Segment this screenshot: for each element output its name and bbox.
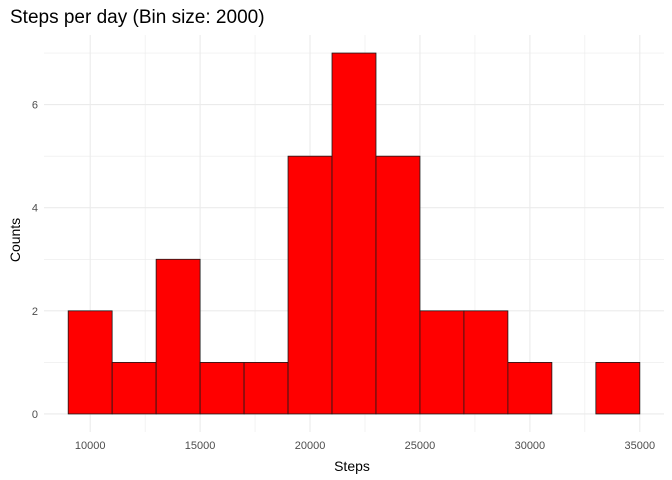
y-tick-label: 4 bbox=[32, 203, 38, 215]
histogram-bar bbox=[111, 361, 157, 415]
histogram-bar bbox=[199, 361, 245, 415]
histogram-bar bbox=[67, 310, 113, 415]
histogram-bar bbox=[463, 310, 509, 415]
x-tick-label: 20000 bbox=[295, 440, 326, 452]
histogram-bar bbox=[419, 310, 465, 415]
histogram-bars bbox=[67, 52, 641, 415]
histogram-bar bbox=[595, 361, 641, 415]
x-tick-label: 35000 bbox=[625, 440, 656, 452]
y-axis-ticks: 0 2 4 6 bbox=[32, 100, 38, 421]
y-tick-label: 6 bbox=[32, 100, 38, 112]
y-tick-label: 2 bbox=[32, 306, 38, 318]
x-tick-label: 30000 bbox=[515, 440, 546, 452]
x-axis-title: Steps bbox=[334, 458, 370, 474]
x-tick-label: 25000 bbox=[405, 440, 436, 452]
histogram-bar bbox=[507, 361, 553, 415]
x-tick-label: 15000 bbox=[185, 440, 216, 452]
x-axis-ticks: 10000 15000 20000 25000 30000 35000 bbox=[75, 440, 655, 452]
y-axis-title: Counts bbox=[7, 218, 23, 262]
chart-title: Steps per day (Bin size: 2000) bbox=[10, 7, 265, 28]
histogram-bar bbox=[243, 361, 289, 415]
histogram-bar bbox=[331, 52, 377, 415]
histogram-bar bbox=[287, 155, 333, 415]
y-tick-label: 0 bbox=[32, 409, 38, 421]
x-tick-label: 10000 bbox=[75, 440, 106, 452]
histogram-bar bbox=[375, 155, 421, 415]
histogram-bar bbox=[155, 258, 201, 415]
